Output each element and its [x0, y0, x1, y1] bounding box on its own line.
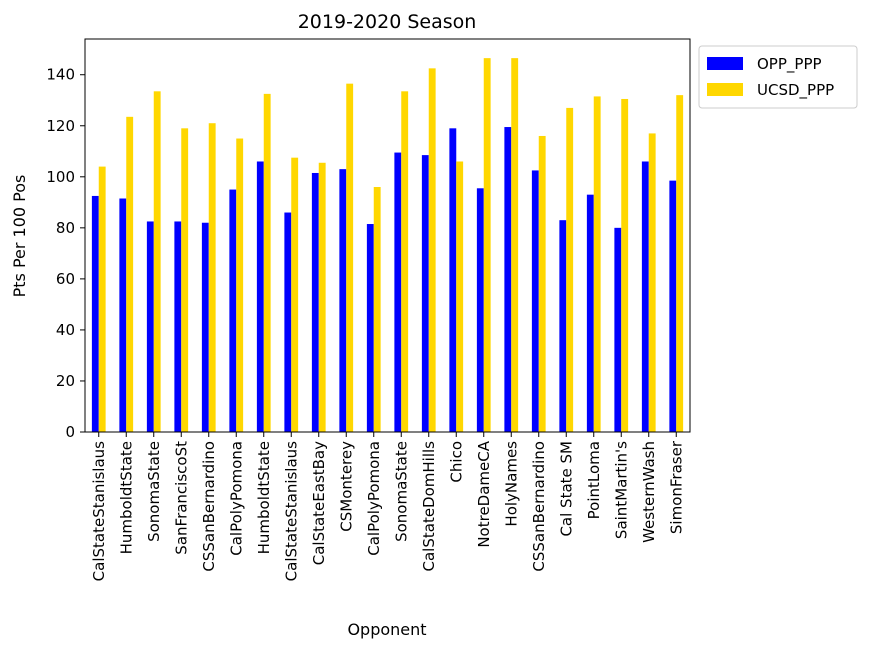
legend-swatch	[707, 83, 743, 96]
x-tick-label: NotreDameCA	[475, 440, 493, 547]
bar-opp-ppp	[174, 221, 182, 432]
y-tick-label: 140	[46, 66, 75, 84]
x-tick-label: CSSanBernardino	[530, 441, 548, 572]
bar-ucsd-ppp	[511, 58, 519, 432]
y-tick-label: 100	[46, 168, 75, 186]
bar-opp-ppp	[366, 224, 374, 432]
y-axis-label: Pts Per 100 Pos	[10, 175, 29, 298]
bar-ucsd-ppp	[566, 107, 574, 433]
y-tick-label: 60	[56, 270, 75, 288]
bar-opp-ppp	[284, 212, 292, 432]
bar-opp-ppp	[339, 169, 347, 432]
x-axis-label: Opponent	[347, 620, 426, 639]
legend-swatch	[707, 57, 743, 70]
bar-ucsd-ppp	[346, 83, 354, 432]
y-tick-label: 0	[65, 423, 75, 441]
bar-opp-ppp	[311, 172, 319, 433]
bar-ucsd-ppp	[483, 58, 491, 432]
bar-opp-ppp	[614, 227, 622, 432]
bar-opp-ppp	[504, 127, 512, 432]
x-tick-label: Cal State SM	[557, 441, 575, 537]
bar-opp-ppp	[559, 220, 567, 432]
x-tick-label: HumboldtState	[255, 441, 273, 554]
plot-area: 0 20 40 60 80 100 120 140 CalStateStanislaus Humb…	[46, 38, 691, 581]
bar-ucsd-ppp	[126, 116, 134, 432]
bar-opp-ppp	[641, 161, 649, 433]
x-tick-label: SimonFraser	[667, 440, 685, 534]
x-tick-label: CSMonterey	[337, 441, 355, 532]
bar-opp-ppp	[91, 195, 99, 432]
x-tick-label: CalStateStanislaus	[90, 441, 108, 581]
x-tick-label: HumboldtState	[117, 441, 135, 554]
bar-ucsd-ppp	[98, 166, 106, 432]
x-tick-label: CalPolyPomona	[365, 441, 383, 556]
bar-ucsd-ppp	[538, 135, 546, 432]
y-tick-label: 20	[56, 372, 75, 390]
x-tick-label: Chico	[447, 441, 465, 483]
x-tick-label: WesternWash	[640, 441, 658, 543]
legend: OPP_PPP UCSD_PPP	[698, 45, 858, 109]
bar-ucsd-ppp	[208, 123, 216, 433]
bar-ucsd-ppp	[593, 96, 601, 433]
x-tick-label: CSSanBernardino	[200, 441, 218, 572]
bar-ucsd-ppp	[318, 162, 326, 432]
bar-ucsd-ppp	[291, 157, 299, 433]
bar-opp-ppp	[256, 161, 264, 433]
bar-opp-ppp	[201, 222, 209, 432]
x-tick-label: SanFranciscoSt	[172, 441, 190, 555]
y-tick-label: 120	[46, 117, 75, 135]
bar-ucsd-ppp	[648, 133, 656, 433]
x-tick-label: CalStateDomHills	[420, 441, 438, 572]
y-tick-label: 80	[56, 219, 75, 237]
bar-opp-ppp	[476, 188, 484, 432]
bar-ucsd-ppp	[181, 128, 189, 432]
bar-opp-ppp	[669, 180, 677, 432]
bar-opp-ppp	[421, 155, 429, 433]
bar-opp-ppp	[146, 221, 154, 432]
x-tick-label: SaintMartin's	[612, 441, 630, 539]
bar-opp-ppp	[394, 152, 402, 432]
bar-opp-ppp	[531, 170, 539, 432]
bar-ucsd-ppp	[373, 187, 381, 432]
bar-opp-ppp	[449, 128, 457, 432]
bar-ucsd-ppp	[621, 98, 629, 432]
bar-ucsd-ppp	[153, 91, 161, 432]
y-tick-label: 40	[56, 321, 75, 339]
bar-ucsd-ppp	[676, 95, 684, 432]
x-tick-label: CalStateStanislaus	[282, 441, 300, 581]
bar-ucsd-ppp	[236, 138, 244, 432]
legend-label: OPP_PPP	[757, 55, 822, 74]
legend-label: UCSD_PPP	[757, 81, 834, 100]
x-tick-label: CalStateEastBay	[310, 441, 328, 565]
x-tick-label: SonomaState	[392, 441, 410, 542]
bar-opp-ppp	[586, 194, 594, 432]
bar-ucsd-ppp	[263, 93, 271, 433]
x-tick-label: CalPolyPomona	[227, 441, 245, 556]
bar-ucsd-ppp	[456, 161, 464, 433]
bar-opp-ppp	[119, 198, 127, 432]
x-tick-label: SonomaState	[145, 441, 163, 542]
x-tick-label: PointLoma	[585, 441, 603, 519]
axes-frame	[84, 38, 691, 433]
bar-opp-ppp	[229, 189, 237, 432]
bar-ucsd-ppp	[428, 68, 436, 432]
chart-title: 2019-2020 Season	[298, 11, 477, 33]
bar-ucsd-ppp	[401, 91, 409, 432]
x-tick-label: HolyNames	[502, 441, 520, 527]
